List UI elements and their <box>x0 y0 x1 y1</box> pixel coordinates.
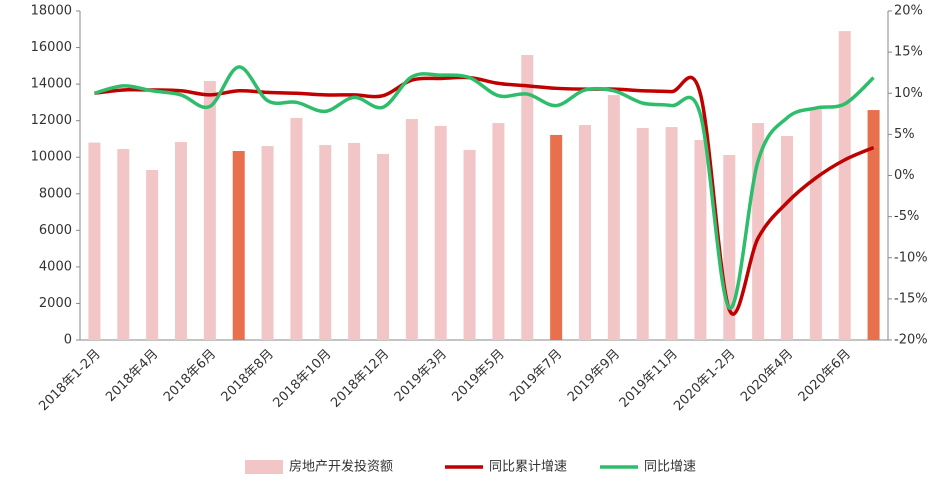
x-tick-label: 2018年1-2月 <box>36 347 103 414</box>
bar <box>261 146 274 340</box>
bar <box>146 170 159 340</box>
y2-tick-label: 0% <box>894 168 915 183</box>
y-tick-label: 14000 <box>31 77 72 92</box>
bar <box>521 55 534 341</box>
x-tick-label: 2020年1-2月 <box>671 347 738 414</box>
x-tick-label: 2020年4月 <box>738 347 796 405</box>
y-tick-label: 10000 <box>31 150 72 165</box>
bar <box>232 151 245 340</box>
bar <box>665 127 678 340</box>
x-tick-label: 2018年6月 <box>161 347 219 405</box>
y-tick-label: 4000 <box>39 259 72 274</box>
legend-swatch <box>245 460 283 474</box>
bar <box>838 31 851 340</box>
legend-label: 同比增速 <box>644 460 696 475</box>
y-tick-label: 18000 <box>31 4 72 19</box>
x-tick-label: 2019年5月 <box>449 347 507 405</box>
x-tick-label: 2018年4月 <box>103 347 161 405</box>
y2-tick-label: -15% <box>894 291 928 306</box>
y-tick-label: 2000 <box>39 296 72 311</box>
y-tick-label: 12000 <box>31 113 72 128</box>
y2-tick-label: -10% <box>894 250 928 265</box>
legend-label: 同比累计增速 <box>489 460 567 475</box>
bar <box>550 134 563 340</box>
x-tick-label: 2018年12月 <box>328 347 392 411</box>
bar <box>319 144 332 340</box>
bar <box>867 110 880 340</box>
bar <box>636 127 649 340</box>
y-tick-label: 6000 <box>39 223 72 238</box>
y2-tick-label: -20% <box>894 333 928 348</box>
x-tick-label: 2019年9月 <box>565 347 623 405</box>
bar <box>809 106 822 340</box>
y-tick-label: 16000 <box>31 40 72 55</box>
y2-tick-label: 10% <box>894 86 923 101</box>
y-tick-label: 0 <box>64 333 72 348</box>
x-tick-label: 2020年6月 <box>796 347 854 405</box>
bar <box>579 125 591 340</box>
bar <box>405 119 418 340</box>
bar <box>377 153 389 340</box>
bar <box>781 136 793 340</box>
y2-tick-label: -5% <box>894 209 919 224</box>
x-tick-label: 2018年10月 <box>270 347 334 411</box>
bar <box>463 149 476 340</box>
line <box>93 65 875 310</box>
bar <box>694 140 707 340</box>
bar <box>203 81 216 340</box>
line <box>94 75 875 316</box>
bar <box>434 125 447 340</box>
x-tick-label: 2018年8月 <box>219 347 277 405</box>
bar <box>492 123 505 340</box>
bar <box>88 142 101 340</box>
legend-label: 房地产开发投资额 <box>289 459 393 475</box>
x-tick-label: 2019年3月 <box>392 347 450 405</box>
bar <box>117 148 130 340</box>
y2-tick-label: 5% <box>894 127 915 142</box>
bar <box>290 117 303 340</box>
x-tick-label: 2019年7月 <box>507 347 565 405</box>
x-tick-label: 2019年11月 <box>617 347 681 411</box>
bar <box>348 142 361 340</box>
y2-tick-label: 20% <box>894 4 923 19</box>
bar <box>175 142 187 340</box>
y2-tick-label: 15% <box>894 45 923 60</box>
y-tick-label: 8000 <box>39 186 72 201</box>
bar <box>607 95 620 340</box>
